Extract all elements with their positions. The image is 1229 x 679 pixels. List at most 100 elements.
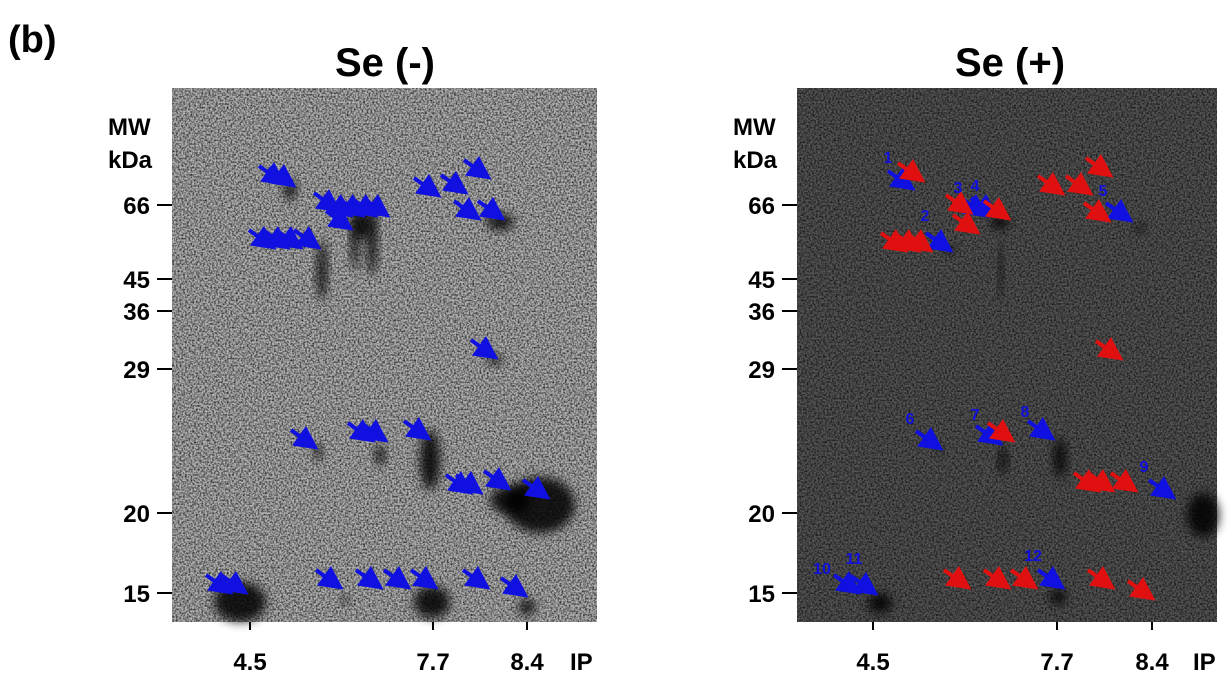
protein-spot — [937, 446, 943, 454]
mw-tick-label: 29 — [748, 357, 775, 384]
spot-number: 7 — [971, 407, 980, 424]
spot-arrow — [982, 196, 1012, 221]
gel-noise — [172, 88, 597, 622]
spot-arrow — [454, 470, 484, 495]
protein-spot — [1135, 224, 1145, 232]
protein-spot — [1187, 493, 1219, 537]
spot-arrow — [942, 565, 972, 590]
mw-header: kDa — [733, 147, 778, 174]
spot-arrow — [1036, 171, 1066, 196]
spot-number: 3 — [954, 180, 963, 197]
spot-arrow — [521, 475, 551, 500]
mw-tick-label: 15 — [748, 581, 775, 608]
spot-arrow — [476, 196, 506, 221]
spot-number: 6 — [906, 411, 915, 428]
spot-arrow — [1086, 565, 1116, 590]
spot-arrow — [886, 166, 916, 191]
protein-spot — [314, 444, 322, 460]
protein-spot — [420, 430, 440, 490]
mw-tick-label: 20 — [748, 501, 775, 528]
spot-arrow — [499, 573, 529, 598]
protein-spot — [999, 446, 1007, 474]
protein-spot — [414, 586, 450, 618]
spot-arrow — [1094, 336, 1124, 361]
spot-arrow — [1036, 565, 1066, 590]
spot-arrow — [1064, 171, 1094, 196]
gel-noise — [797, 88, 1217, 622]
protein-spot — [352, 210, 372, 240]
protein-spot — [868, 593, 892, 613]
mw-tick-label: 66 — [748, 193, 775, 220]
panel-title: Se (+) — [955, 41, 1065, 85]
spot-arrow — [982, 565, 1012, 590]
spot-number: 10 — [813, 561, 831, 578]
spot-arrow — [452, 196, 482, 221]
spot-arrow — [849, 571, 879, 596]
spot-number: 11 — [846, 551, 863, 568]
spot-number: 8 — [1021, 404, 1030, 421]
pi-tick-label: 8.4 — [510, 649, 544, 676]
mw-tick-label: 29 — [123, 357, 150, 384]
spot-arrow — [832, 570, 862, 595]
mw-tick-label: 45 — [748, 267, 775, 294]
spot-arrow — [382, 565, 412, 590]
spot-arrow — [354, 565, 384, 590]
protein-spot — [991, 215, 1009, 229]
pi-tick-label: 4.5 — [856, 649, 889, 676]
mw-tick-label: 45 — [123, 267, 150, 294]
spot-arrow — [267, 163, 297, 188]
protein-spot — [375, 445, 385, 465]
spot-number: 2 — [921, 208, 930, 225]
pi-tick-label: 7.7 — [1040, 649, 1073, 676]
spot-arrow — [409, 565, 439, 590]
spot-arrow — [944, 190, 974, 215]
panel-label: (b) — [8, 19, 57, 61]
mw-tick-label: 66 — [123, 193, 150, 220]
protein-spot — [488, 355, 502, 365]
spot-arrow — [1109, 468, 1139, 493]
spot-arrow — [1082, 198, 1112, 223]
protein-spot — [1054, 438, 1066, 478]
spot-arrow — [896, 158, 926, 183]
spot-arrow — [461, 565, 491, 590]
spot-arrow — [986, 418, 1016, 443]
pi-unit: IP — [1193, 649, 1216, 676]
mw-tick-label: 36 — [123, 299, 150, 326]
spot-arrow — [412, 173, 442, 198]
mw-tick-label: 36 — [748, 299, 775, 326]
protein-spot — [341, 596, 349, 604]
mw-tick-label: 15 — [123, 581, 150, 608]
spot-arrow — [462, 155, 492, 180]
mw-header: kDa — [108, 147, 153, 174]
spot-arrow — [1026, 416, 1056, 441]
spot-arrow — [951, 210, 981, 235]
protein-spot — [999, 240, 1003, 300]
protein-spot — [490, 486, 530, 514]
spot-number: 1 — [884, 150, 893, 167]
pi-unit: IP — [570, 649, 593, 676]
spot-arrow — [274, 225, 304, 250]
pi-tick-label: 7.7 — [416, 649, 449, 676]
mw-header: MW — [108, 114, 151, 141]
spot-arrow — [1086, 468, 1116, 493]
protein-spot — [317, 240, 327, 300]
panel-title: Se (-) — [335, 41, 435, 85]
spot-arrow — [1126, 576, 1156, 601]
spot-arrow — [469, 335, 499, 360]
pi-tick-label: 8.4 — [1135, 649, 1169, 676]
protein-spot — [519, 599, 535, 615]
spot-arrow — [904, 228, 934, 253]
spot-arrow — [1084, 153, 1114, 178]
spot-arrow — [914, 426, 944, 451]
spot-arrow — [1147, 475, 1177, 500]
spot-arrow — [292, 225, 322, 250]
spot-number: 9 — [1140, 459, 1149, 476]
spot-arrow — [482, 466, 512, 491]
mw-tick-label: 20 — [123, 501, 150, 528]
spot-arrow — [219, 570, 249, 595]
spot-arrow — [289, 425, 319, 450]
spot-arrow — [314, 565, 344, 590]
protein-spot — [1050, 589, 1066, 605]
mw-header: MW — [733, 114, 776, 141]
